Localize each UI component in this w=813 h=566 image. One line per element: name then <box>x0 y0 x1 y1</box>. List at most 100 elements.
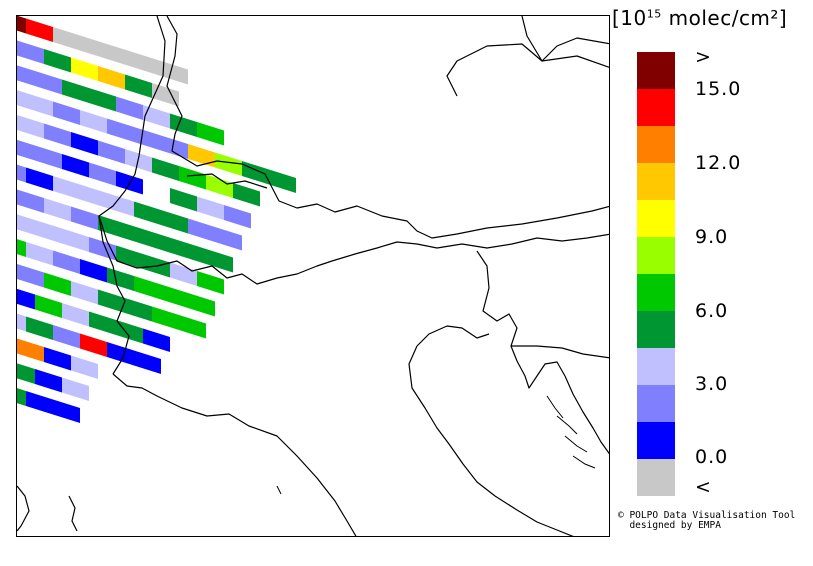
swath-pixel <box>71 132 98 156</box>
swath-pixel <box>170 262 197 286</box>
swath-pixel <box>188 293 215 317</box>
swath-pixel <box>17 239 26 257</box>
swath-pixel <box>35 145 62 169</box>
unit-exponent: 15 <box>646 7 662 21</box>
swath-pixel <box>17 115 44 139</box>
venice-coast <box>416 325 490 347</box>
swath-pixel <box>215 227 242 251</box>
legend-tick-6: 6.0 <box>695 300 729 322</box>
swath-pixel <box>197 271 224 295</box>
swath-pixel <box>107 118 134 142</box>
swath-pixel <box>71 355 98 379</box>
swath-pixel <box>44 198 71 222</box>
swath-pixel <box>26 93 53 117</box>
french-italian-border <box>98 215 130 375</box>
swath-pixel <box>17 313 26 332</box>
swath-pixel <box>35 294 62 318</box>
swath-pixel <box>17 40 44 64</box>
swath-pixel <box>17 363 35 384</box>
swath-pixel <box>17 164 26 183</box>
swath-pixel <box>17 189 44 213</box>
swath-pixel <box>143 328 170 352</box>
swath-pixel <box>17 288 35 310</box>
swath-pixel <box>35 369 62 393</box>
unit-suffix: molec/cm²] <box>661 6 788 30</box>
swath-pixel <box>53 325 80 349</box>
swath-pixel <box>53 27 80 51</box>
swath-pixel <box>62 154 89 178</box>
slovenia-border <box>476 250 609 359</box>
legend-tick-below: < <box>695 476 712 498</box>
swath-pixel <box>188 144 215 168</box>
swath-pixel <box>80 333 107 357</box>
color-swatch <box>637 348 675 385</box>
swath-pixel <box>98 66 125 90</box>
credit-line-1: © POLPO Data Visualisation Tool <box>618 510 796 521</box>
color-swatch <box>637 237 675 274</box>
swath-pixel <box>80 259 107 283</box>
swath-pixel <box>116 96 143 120</box>
corsica-cape <box>68 495 78 532</box>
dalmatian-islands-layer <box>276 395 596 495</box>
swath-pixel <box>152 157 179 181</box>
swath-pixel <box>71 206 98 230</box>
swath-pixel <box>134 350 161 374</box>
swath-pixel <box>44 272 71 296</box>
swath-pixel <box>116 320 143 344</box>
satellite-swath-layer <box>17 16 296 423</box>
swath-pixel <box>98 140 125 164</box>
map-canvas <box>17 16 609 536</box>
swath-pixel <box>152 306 179 330</box>
swath-pixel <box>215 152 242 176</box>
swiss-italian-border <box>98 215 333 285</box>
swath-pixel <box>152 83 179 107</box>
swath-pixel <box>107 342 134 366</box>
unit-prefix: [10 <box>612 6 647 30</box>
istria <box>510 345 566 389</box>
swath-pixel <box>125 298 152 322</box>
swath-pixel <box>17 264 44 288</box>
swath-pixel <box>53 250 80 274</box>
swath-pixel <box>197 196 224 220</box>
legend-tick-9: 9.0 <box>695 226 729 248</box>
swath-pixel <box>26 316 53 340</box>
credit-text: © POLPO Data Visualisation Tool designed… <box>618 511 795 531</box>
swath-pixel <box>62 377 89 401</box>
adriatic-italian-coast <box>408 345 574 536</box>
swath-pixel <box>233 183 260 207</box>
swath-pixel <box>17 139 35 161</box>
color-swatch <box>637 385 675 422</box>
swath-pixel <box>26 242 53 266</box>
swath-pixel <box>143 105 170 129</box>
swath-pixel <box>161 284 188 308</box>
swath-pixel <box>89 237 116 261</box>
swath-pixel <box>62 79 89 103</box>
france-germany-border <box>98 16 166 217</box>
swath-pixel <box>206 174 233 198</box>
alpine-north-border <box>216 160 609 239</box>
corsica-north <box>17 485 30 532</box>
swath-pixel <box>134 201 161 225</box>
ligurian-coast <box>112 373 357 536</box>
swath-pixel <box>89 88 116 112</box>
rhine-border <box>166 16 218 167</box>
swath-pixel <box>62 228 89 252</box>
swath-pixel <box>17 16 26 34</box>
swath-pixel <box>125 74 152 98</box>
swath-pixel <box>71 57 98 81</box>
north-east-lake <box>446 43 609 97</box>
color-swatch <box>637 126 675 163</box>
swath-pixel <box>89 162 116 186</box>
swath-pixel <box>71 281 98 305</box>
swath-pixel <box>134 276 161 300</box>
map-frame <box>16 15 610 537</box>
black-forest-border <box>186 173 268 189</box>
swath-pixel <box>161 135 188 159</box>
swath-pixel <box>80 110 107 134</box>
swath-pixel <box>161 61 188 85</box>
swath-pixel <box>269 169 296 193</box>
legend-tick-above: > <box>695 46 712 68</box>
legend-tick-12: 12.0 <box>695 152 742 174</box>
swath-pixel <box>134 127 161 151</box>
swath-pixel <box>98 215 125 239</box>
